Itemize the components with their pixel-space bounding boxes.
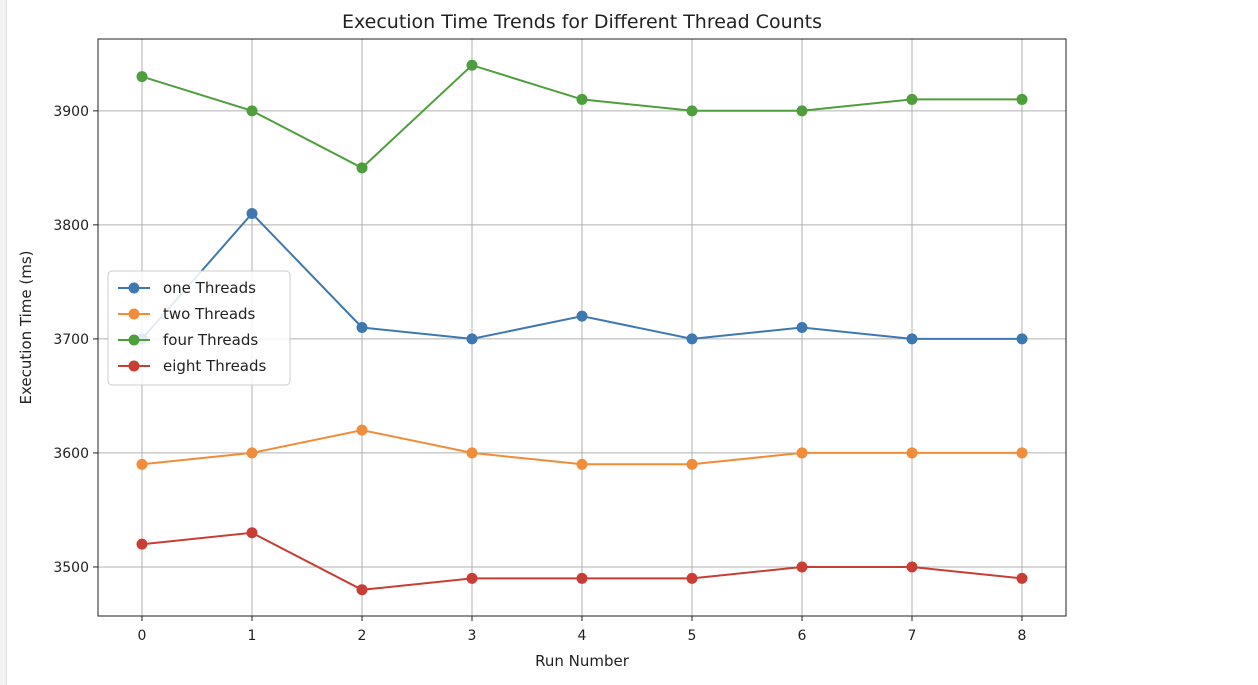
data-point xyxy=(906,561,918,573)
legend-item: one Threads xyxy=(118,279,256,297)
data-point xyxy=(356,322,368,333)
legend-marker xyxy=(128,334,140,346)
data-point xyxy=(356,584,368,596)
data-point xyxy=(356,424,368,436)
data-point xyxy=(136,71,148,83)
legend-item: four Threads xyxy=(118,331,258,349)
data-point xyxy=(796,561,808,573)
data-point xyxy=(906,333,918,345)
y-tick-label: 3800 xyxy=(53,218,89,234)
data-point xyxy=(576,93,588,105)
y-axis-ticks: 3500 3600 3700 3800 3900 xyxy=(53,104,98,576)
y-axis-label: Execution Time (ms) xyxy=(17,251,35,405)
data-point xyxy=(466,59,478,71)
data-point xyxy=(906,93,918,105)
data-point xyxy=(356,162,368,174)
data-point xyxy=(246,527,258,539)
data-point xyxy=(246,447,258,459)
legend-item: eight Threads xyxy=(118,357,267,375)
x-axis-ticks: 0 1 2 3 4 5 6 7 8 xyxy=(138,616,1027,644)
x-tick-label: 2 xyxy=(358,628,367,644)
data-point xyxy=(246,207,258,219)
series-group xyxy=(136,59,1028,596)
x-tick-label: 4 xyxy=(578,628,587,644)
data-point xyxy=(576,572,588,584)
legend-label: two Threads xyxy=(163,305,256,323)
y-tick-label: 3500 xyxy=(53,560,89,576)
data-point xyxy=(796,322,808,333)
x-tick-label: 6 xyxy=(798,628,807,644)
legend-item: two Threads xyxy=(118,305,256,323)
y-tick-label: 3700 xyxy=(53,332,89,348)
cell-gutter xyxy=(0,0,7,685)
x-tick-label: 0 xyxy=(138,628,147,644)
legend-label: one Threads xyxy=(163,279,256,297)
legend-box xyxy=(107,270,291,386)
series-four-threads xyxy=(136,59,1028,174)
legend-marker xyxy=(128,282,140,294)
chart-title: Execution Time Trends for Different Thre… xyxy=(342,11,822,33)
data-point xyxy=(576,458,588,470)
legend-marker xyxy=(128,360,140,372)
data-point xyxy=(796,447,808,459)
data-point xyxy=(1016,93,1028,105)
y-tick-label: 3600 xyxy=(53,446,89,462)
legend-label: eight Threads xyxy=(163,357,267,375)
data-point xyxy=(466,572,478,584)
x-tick-label: 5 xyxy=(688,628,697,644)
series-one-threads xyxy=(136,207,1028,345)
series-eight-threads xyxy=(136,527,1028,596)
legend-marker xyxy=(128,308,140,320)
x-tick-label: 3 xyxy=(468,628,477,644)
series-two-threads xyxy=(136,424,1028,470)
data-point xyxy=(1016,333,1028,345)
data-point xyxy=(1016,447,1028,459)
data-point xyxy=(796,105,808,117)
legend: one Threads two Threads four Threads eight … xyxy=(107,270,291,386)
data-point xyxy=(466,333,478,345)
x-tick-label: 7 xyxy=(908,628,917,644)
data-point xyxy=(686,572,698,584)
data-point xyxy=(136,538,148,550)
x-tick-label: 8 xyxy=(1018,628,1027,644)
y-tick-label: 3900 xyxy=(53,104,89,120)
data-point xyxy=(906,447,918,459)
data-point xyxy=(686,105,698,117)
data-point xyxy=(136,458,148,470)
x-tick-label: 1 xyxy=(248,628,257,644)
data-point xyxy=(686,458,698,470)
data-point xyxy=(1016,572,1028,584)
legend-label: four Threads xyxy=(163,331,258,349)
data-point xyxy=(246,105,258,117)
x-axis-label: Run Number xyxy=(535,652,630,670)
data-point xyxy=(686,333,698,345)
data-point xyxy=(576,310,588,322)
data-point xyxy=(466,447,478,459)
